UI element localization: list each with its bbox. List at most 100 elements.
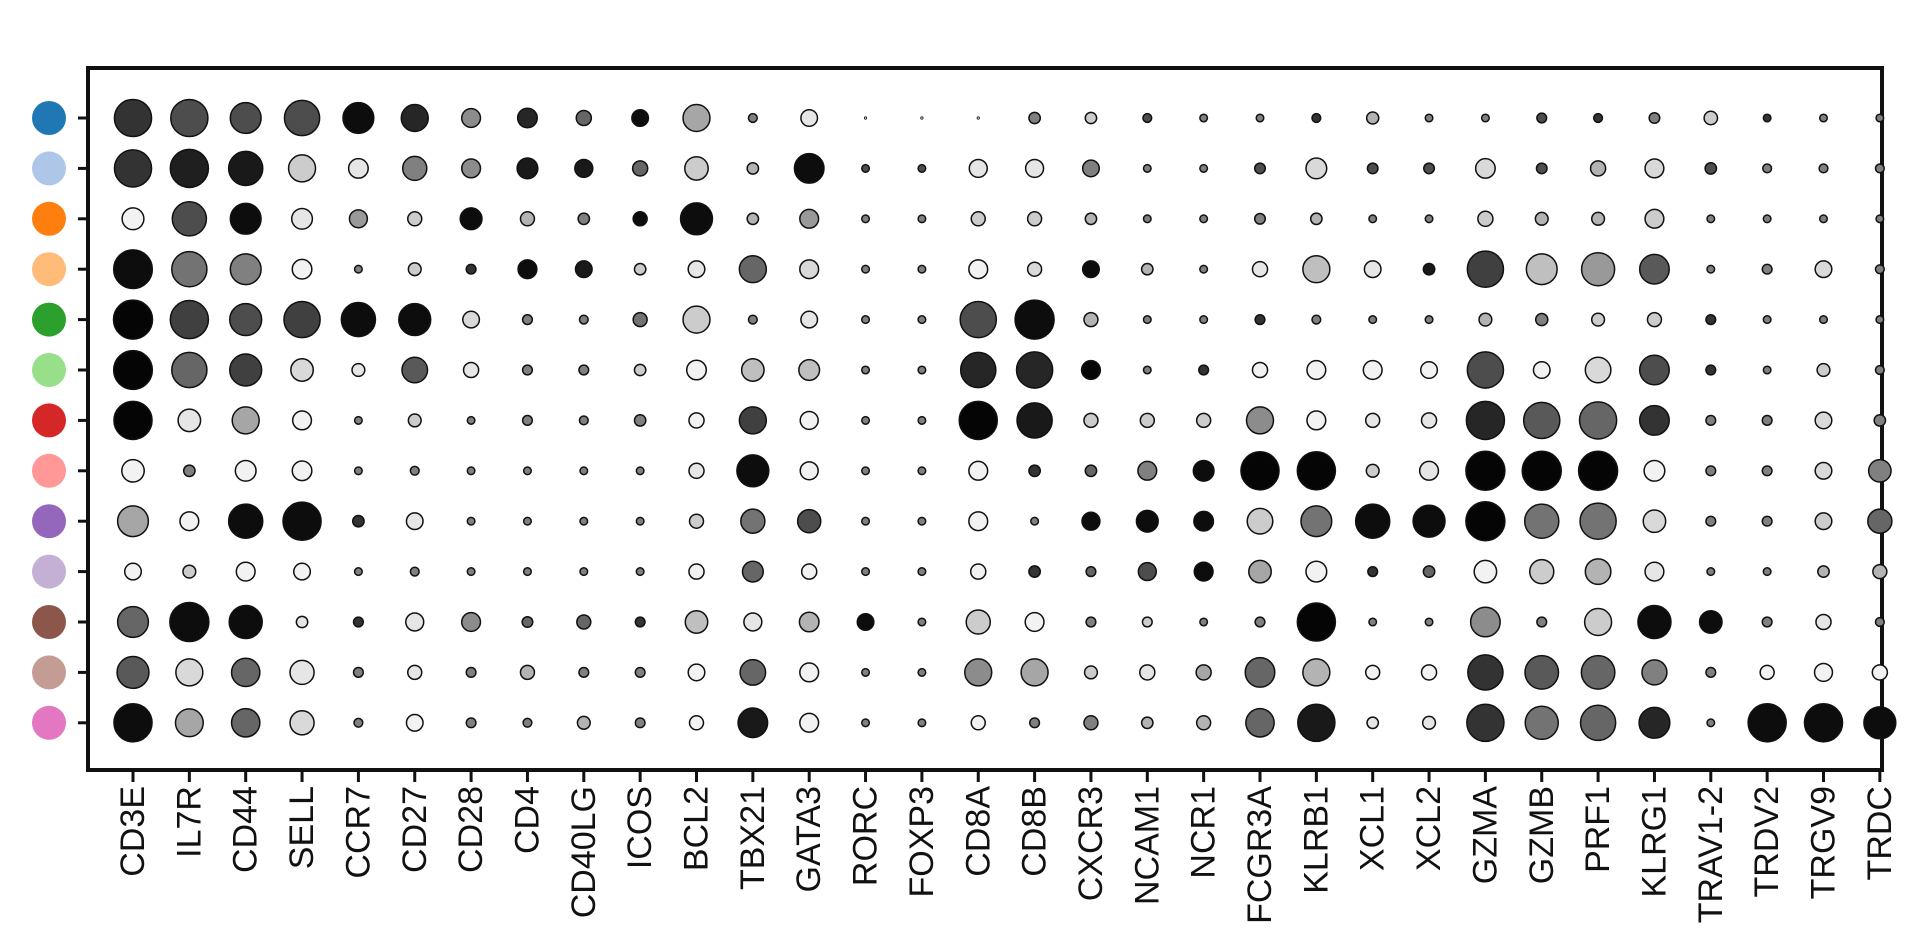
dot-cluster-4-cxcr3 bbox=[1081, 260, 1100, 279]
dot-cluster-13-cxcr3 bbox=[1083, 715, 1099, 731]
dot-cluster-7-prf1 bbox=[1578, 401, 1618, 440]
dot-cluster-13-xcl2 bbox=[1421, 715, 1437, 730]
dot-cluster-11-bcl2 bbox=[684, 610, 709, 634]
dot-cluster-4-trgv9 bbox=[1814, 260, 1833, 279]
dot-cluster-5-foxp3 bbox=[917, 315, 927, 325]
dot-cluster-6-bcl2 bbox=[685, 359, 708, 381]
dot-cluster-13-foxp3 bbox=[917, 718, 927, 728]
dot-cluster-6-fcgr3a bbox=[1251, 361, 1269, 379]
dot-cluster-6-cd4 bbox=[521, 364, 534, 376]
dot-cluster-1-cd40lg bbox=[575, 109, 593, 127]
dot-cluster-13-trav1-2 bbox=[1706, 718, 1716, 728]
dot-cluster-12-cd3e bbox=[116, 655, 150, 690]
dot-cluster-1-ncr1 bbox=[1199, 113, 1209, 123]
dot-cluster-9-rorc bbox=[861, 516, 871, 526]
dot-cluster-10-tbx21 bbox=[741, 560, 764, 583]
dot-cluster-7-ncr1 bbox=[1195, 412, 1212, 429]
dot-cluster-9-tbx21 bbox=[740, 508, 766, 534]
dot-cluster-13-prf1 bbox=[1579, 704, 1617, 742]
dot-cluster-4-cd8a bbox=[968, 259, 989, 280]
dot-cluster-6-tbx21 bbox=[740, 358, 765, 382]
dot-cluster-3-cd28 bbox=[459, 207, 483, 231]
dot-cluster-6-ccr7 bbox=[351, 362, 366, 378]
dot-cluster-4-cd4 bbox=[517, 259, 538, 280]
dot-cluster-13-tbx21 bbox=[737, 707, 769, 739]
dot-cluster-13-trdc bbox=[1863, 706, 1897, 740]
dot-cluster-7-gzmb bbox=[1522, 401, 1561, 440]
cluster-marker-7 bbox=[32, 403, 66, 438]
dot-cluster-5-cd8b bbox=[1014, 299, 1055, 340]
dot-cluster-10-cd27 bbox=[409, 566, 420, 577]
cluster-marker-13 bbox=[32, 705, 66, 740]
dot-cluster-6-klrb1 bbox=[1306, 359, 1327, 381]
dot-cluster-3-gata3 bbox=[799, 208, 820, 229]
dot-cluster-10-cd40lg bbox=[579, 567, 589, 577]
dot-cluster-4-bcl2 bbox=[687, 260, 706, 279]
dot-cluster-10-prf1 bbox=[1584, 558, 1612, 586]
dot-cluster-1-sell bbox=[283, 99, 321, 137]
dot-cluster-6-foxp3 bbox=[917, 365, 927, 375]
dot-cluster-11-foxp3 bbox=[917, 617, 927, 627]
dot-cluster-12-cd4 bbox=[519, 664, 536, 681]
dot-cluster-3-icos bbox=[632, 211, 648, 227]
dot-cluster-9-cxcr3 bbox=[1081, 511, 1101, 531]
dot-cluster-4-gzmb bbox=[1525, 253, 1558, 286]
dot-cluster-7-xcl1 bbox=[1364, 412, 1381, 429]
dot-cluster-3-trgv9 bbox=[1818, 214, 1829, 224]
dot-cluster-12-gata3 bbox=[799, 662, 820, 683]
gene-label-trdv2: TRDV2 bbox=[1748, 786, 1786, 897]
dot-cluster-10-cd3e bbox=[123, 562, 143, 581]
dot-cluster-9-cd28 bbox=[466, 516, 476, 526]
gene-label-trgv9: TRGV9 bbox=[1805, 786, 1843, 899]
dot-cluster-5-trgv9 bbox=[1818, 315, 1829, 325]
dot-cluster-3-foxp3 bbox=[917, 214, 927, 224]
dot-cluster-9-icos bbox=[635, 516, 645, 526]
dot-cluster-1-cd3e bbox=[113, 98, 153, 138]
dot-cluster-12-rorc bbox=[861, 667, 871, 677]
dot-cluster-10-gata3 bbox=[800, 563, 818, 580]
dot-cluster-10-xcl2 bbox=[1422, 565, 1436, 579]
gene-label-cd8b: CD8B bbox=[1016, 786, 1054, 877]
dot-cluster-3-klrb1 bbox=[1309, 212, 1323, 226]
dot-cluster-5-tbx21 bbox=[747, 314, 758, 325]
dot-cluster-5-bcl2 bbox=[682, 305, 711, 334]
dot-cluster-8-cd8a bbox=[968, 460, 989, 481]
dot-cluster-10-rorc bbox=[861, 567, 871, 577]
dot-cluster-7-gata3 bbox=[799, 410, 819, 431]
gene-label-icos: ICOS bbox=[621, 786, 659, 869]
dot-cluster-5-cd28 bbox=[462, 310, 481, 329]
dot-cluster-1-klrb1 bbox=[1311, 112, 1322, 124]
dot-cluster-12-ccr7 bbox=[352, 666, 365, 679]
dot-cluster-9-cd3e bbox=[116, 505, 150, 538]
dot-cluster-10-fcgr3a bbox=[1248, 559, 1272, 584]
dot-cluster-3-ncr1 bbox=[1199, 214, 1209, 224]
dot-cluster-8-xcl1 bbox=[1365, 463, 1380, 478]
gene-label-ccr7: CCR7 bbox=[339, 786, 377, 879]
dot-cluster-2-cd28 bbox=[460, 158, 482, 179]
dot-cluster-1-cd4 bbox=[516, 107, 538, 129]
dot-cluster-4-prf1 bbox=[1580, 251, 1616, 287]
dot-cluster-9-cd4 bbox=[522, 516, 532, 526]
gene-label-xcl1: XCL1 bbox=[1354, 786, 1392, 871]
cluster-marker-1 bbox=[32, 101, 66, 135]
dot-cluster-10-il7r bbox=[182, 564, 197, 579]
dot-cluster-3-il7r bbox=[171, 201, 208, 237]
dot-cluster-8-ncr1 bbox=[1192, 459, 1215, 482]
dot-cluster-8-rorc bbox=[861, 466, 871, 476]
dot-cluster-13-ncr1 bbox=[1195, 715, 1212, 731]
dot-cluster-13-klrb1 bbox=[1297, 703, 1336, 743]
dot-cluster-7-fcgr3a bbox=[1245, 406, 1275, 435]
dot-cluster-4-rorc bbox=[861, 264, 871, 274]
dot-cluster-4-cd27 bbox=[407, 262, 422, 277]
dot-cluster-1-cd28 bbox=[460, 107, 482, 129]
gene-label-foxp3: FOXP3 bbox=[903, 786, 941, 897]
dot-cluster-2-trgv9 bbox=[1818, 163, 1829, 174]
dot-cluster-2-foxp3 bbox=[917, 163, 927, 173]
dot-cluster-11-icos bbox=[634, 616, 646, 628]
dot-cluster-10-gzma bbox=[1473, 559, 1498, 584]
dot-cluster-8-ccr7 bbox=[353, 466, 363, 476]
dot-cluster-3-cxcr3 bbox=[1084, 212, 1098, 226]
dot-cluster-10-klrb1 bbox=[1305, 560, 1328, 583]
dot-cluster-5-trdv2 bbox=[1762, 315, 1772, 325]
dot-cluster-3-trdv2 bbox=[1762, 214, 1772, 224]
